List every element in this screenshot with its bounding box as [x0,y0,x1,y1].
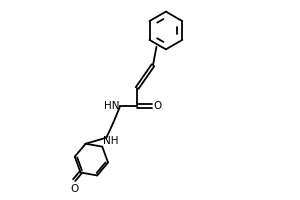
Text: NH: NH [103,136,119,146]
Text: O: O [154,101,162,111]
Text: O: O [70,184,78,194]
Text: HN: HN [104,101,119,111]
